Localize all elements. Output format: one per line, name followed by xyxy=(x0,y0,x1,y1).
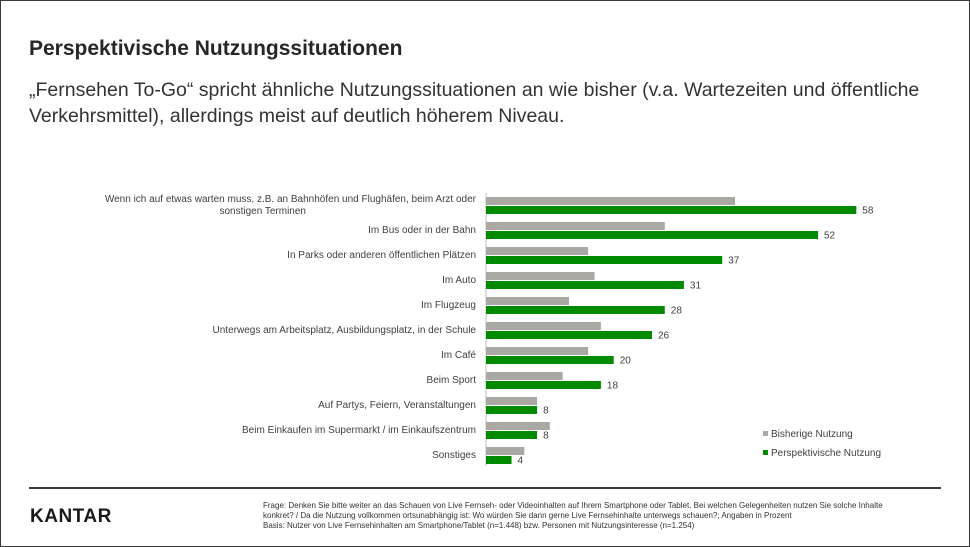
bar-perspektivische-nutzung xyxy=(486,431,538,439)
data-label: 58 xyxy=(862,206,874,217)
data-label: 18 xyxy=(607,381,619,392)
bar-perspektivische-nutzung xyxy=(486,231,818,239)
legend-swatch-perspektivische xyxy=(763,450,768,455)
category-label: Auf Partys, Feiern, Veranstaltungen xyxy=(318,400,476,411)
bar-bisherige-nutzung xyxy=(486,397,538,405)
bar-perspektivische-nutzung xyxy=(486,206,857,214)
footer-divider xyxy=(29,487,941,489)
bar-perspektivische-nutzung xyxy=(486,306,665,314)
footnote: Frage: Denken Sie bitte weiter an das Sc… xyxy=(263,501,903,531)
bar-bisherige-nutzung xyxy=(486,322,601,330)
bar-perspektivische-nutzung xyxy=(486,356,614,364)
category-label: Unterwegs am Arbeitsplatz, Ausbildungspl… xyxy=(213,325,477,336)
data-label: 8 xyxy=(543,406,549,417)
legend-label: Perspektivische Nutzung xyxy=(771,448,881,459)
bar-bisherige-nutzung xyxy=(486,297,569,305)
legend-label: Bisherige Nutzung xyxy=(771,429,853,440)
category-label: In Parks oder anderen öffentlichen Plätz… xyxy=(287,250,476,261)
category-label: Beim Sport xyxy=(427,375,477,386)
bar-bisherige-nutzung xyxy=(486,272,595,280)
category-label: Im Auto xyxy=(442,275,476,286)
page-title: Perspektivische Nutzungssituationen xyxy=(29,37,403,60)
kantar-logo: KANTAR xyxy=(30,506,112,527)
bar-bisherige-nutzung xyxy=(486,372,563,380)
bar-bisherige-nutzung xyxy=(486,222,665,230)
bar-bisherige-nutzung xyxy=(486,447,525,455)
bar-perspektivische-nutzung xyxy=(486,281,684,289)
bar-perspektivische-nutzung xyxy=(486,256,723,264)
bar-perspektivische-nutzung xyxy=(486,381,601,389)
data-label: 20 xyxy=(620,356,632,367)
data-label: 31 xyxy=(690,281,702,292)
page-subtitle: „Fernsehen To-Go“ spricht ähnliche Nutzu… xyxy=(29,79,920,127)
data-label: 52 xyxy=(824,231,836,242)
bar-bisherige-nutzung xyxy=(486,347,589,355)
footnote-question: Frage: Denken Sie bitte weiter an das Sc… xyxy=(263,501,883,520)
footnote-basis: Basis: Nutzer von Live Fernsehinhalten a… xyxy=(263,521,695,530)
data-label: 4 xyxy=(518,456,524,467)
category-label: Beim Einkaufen im Supermarkt / im Einkau… xyxy=(242,425,476,436)
data-label: 28 xyxy=(671,306,683,317)
category-label: Wenn ich auf etwas warten muss, z.B. an … xyxy=(105,194,477,217)
bar-perspektivische-nutzung xyxy=(486,406,538,414)
data-label: 8 xyxy=(543,431,549,442)
bar-chart: Wenn ich auf etwas warten muss, z.B. an … xyxy=(105,193,881,467)
category-label: Im Bus oder in der Bahn xyxy=(368,225,476,236)
legend-swatch-bisherige xyxy=(763,431,768,436)
category-label: Sonstiges xyxy=(432,450,476,461)
bar-perspektivische-nutzung xyxy=(486,456,512,464)
data-label: 37 xyxy=(728,256,740,267)
data-label: 26 xyxy=(658,331,670,342)
bar-bisherige-nutzung xyxy=(486,197,735,205)
bar-bisherige-nutzung xyxy=(486,247,589,255)
bar-perspektivische-nutzung xyxy=(486,331,652,339)
bar-bisherige-nutzung xyxy=(486,422,550,430)
category-label: Im Café xyxy=(441,350,476,361)
category-label: Im Flugzeug xyxy=(421,300,476,311)
